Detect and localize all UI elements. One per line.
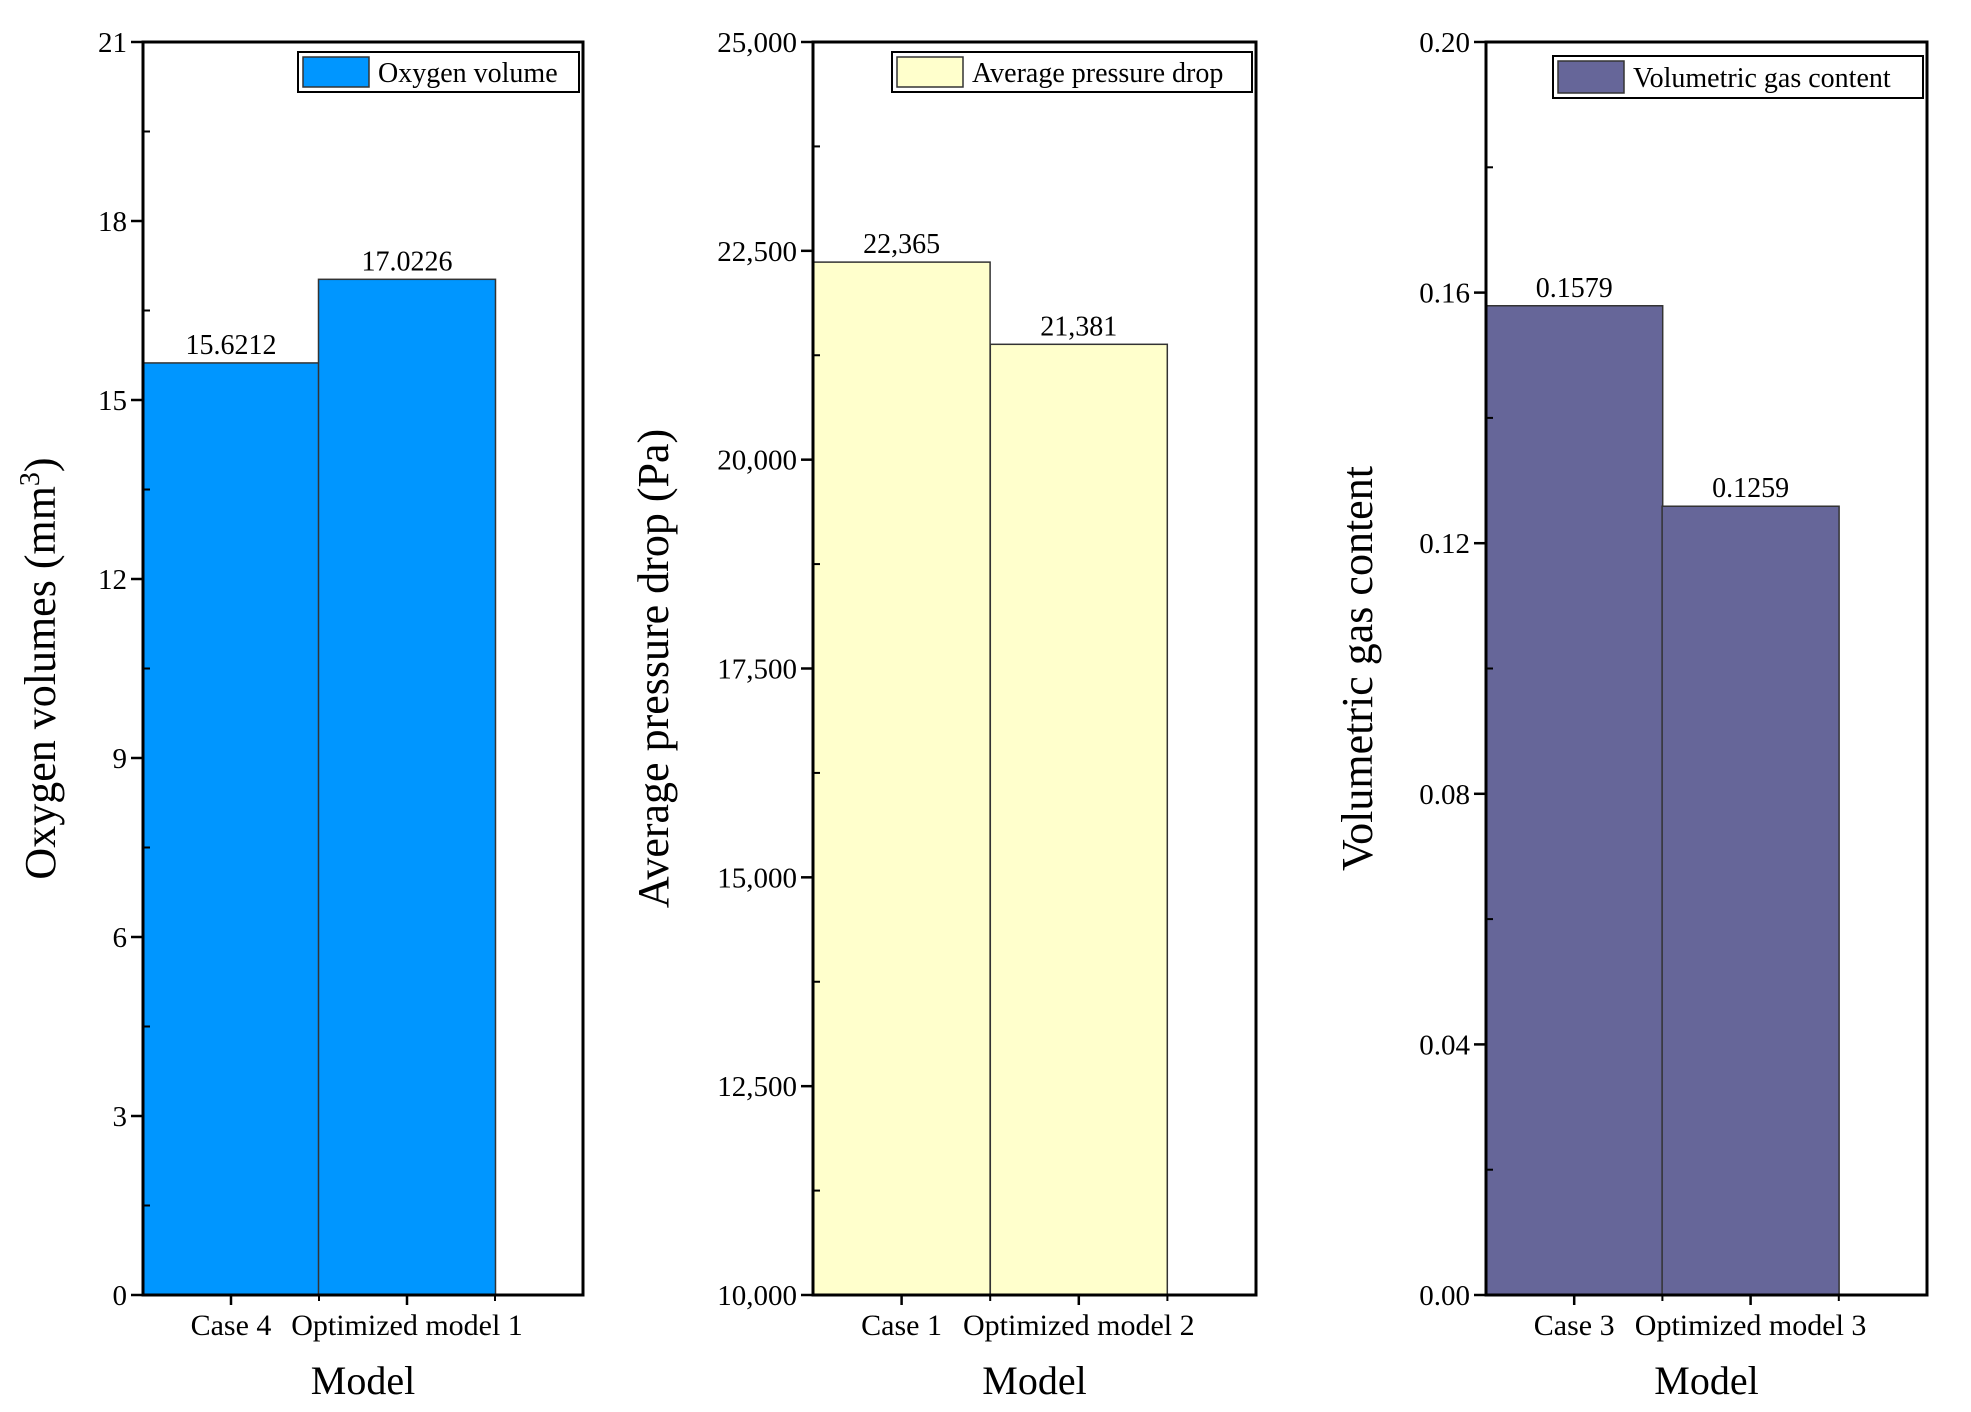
y-axis-label-superscript: 3 xyxy=(15,472,46,486)
bar-1 xyxy=(812,261,991,1296)
x-tick-label: Case 4 xyxy=(191,1309,272,1342)
legend-swatch xyxy=(1557,60,1625,94)
y-axis-label: Volumetric gas content xyxy=(1333,466,1382,871)
bar-2 xyxy=(1661,505,1840,1296)
y-tick-label: 9 xyxy=(113,743,128,775)
y-tick-label: 0.20 xyxy=(1419,27,1470,59)
bar-2 xyxy=(317,278,497,1296)
bar-value-label: 0.1259 xyxy=(1712,473,1789,504)
y-tick-label: 0.04 xyxy=(1419,1029,1470,1061)
y-tick-label: 0.12 xyxy=(1419,528,1470,560)
y-tick-label: 25,000 xyxy=(717,27,797,59)
y-tick-label: 12 xyxy=(98,564,127,596)
x-tick-label: Optimized model 3 xyxy=(1635,1309,1867,1342)
y-tick-label: 0.16 xyxy=(1419,278,1470,310)
legend: Volumetric gas content xyxy=(1552,55,1924,99)
x-axis-label: Model xyxy=(982,1358,1086,1403)
legend: Average pressure drop xyxy=(891,51,1253,93)
legend-label: Average pressure drop xyxy=(972,58,1223,89)
legend: Oxygen volume xyxy=(297,51,580,93)
chart-panel-1: 15.6212 Case 4 17.0226 Optimized model 1 0 3 6… xyxy=(15,27,585,1403)
bar-value-label: 15.6212 xyxy=(186,330,277,361)
bar-2 xyxy=(989,343,1169,1296)
legend-swatch xyxy=(896,56,964,88)
x-tick-label: Optimized model 1 xyxy=(291,1309,523,1342)
bar-value-label: 21,381 xyxy=(1040,311,1117,342)
y-tick-label: 3 xyxy=(113,1101,128,1133)
x-tick-label: Optimized model 2 xyxy=(963,1309,1195,1342)
x-axis-label: Model xyxy=(311,1358,415,1403)
bar-1 xyxy=(141,362,321,1296)
y-tick-label: 18 xyxy=(98,206,127,238)
y-tick-label: 0.00 xyxy=(1419,1280,1470,1312)
y-tick-label: 17,500 xyxy=(717,654,797,686)
y-axis-label: Oxygen volumes (mm3) xyxy=(15,457,65,879)
x-tick-label: Case 3 xyxy=(1534,1309,1615,1342)
y-tick-label: 21 xyxy=(98,27,127,59)
y-axis-label: Average pressure drop (Pa) xyxy=(629,429,678,908)
bar-value-label: 22,365 xyxy=(863,229,940,260)
y-axis-label-end: ) xyxy=(16,457,65,472)
bar-1 xyxy=(1484,305,1664,1296)
bar-value-label: 17.0226 xyxy=(362,246,453,277)
y-tick-label: 15 xyxy=(98,385,127,417)
y-tick-label: 15,000 xyxy=(717,862,797,894)
bar-value-label: 0.1579 xyxy=(1536,273,1613,304)
chart-panel-3: 0.1579 Case 3 0.1259 Optimized model 3 0.00 0… xyxy=(1333,27,1929,1403)
legend-swatch xyxy=(302,56,370,88)
y-tick-label: 20,000 xyxy=(717,445,797,477)
y-tick-label: 12,500 xyxy=(717,1071,797,1103)
y-tick-label: 0 xyxy=(113,1280,128,1312)
chart-panel-2: 22,365 Case 1 21,381 Optimized model 2 10,00… xyxy=(629,27,1258,1403)
legend-label: Volumetric gas content xyxy=(1633,63,1891,94)
legend-label: Oxygen volume xyxy=(378,58,558,89)
y-tick-label: 10,000 xyxy=(717,1280,797,1312)
y-tick-label: 6 xyxy=(113,922,128,954)
x-axis-label: Model xyxy=(1654,1358,1758,1403)
y-tick-label: 22,500 xyxy=(717,236,797,268)
y-tick-label: 0.08 xyxy=(1419,779,1470,811)
x-tick-label: Case 1 xyxy=(861,1309,942,1342)
